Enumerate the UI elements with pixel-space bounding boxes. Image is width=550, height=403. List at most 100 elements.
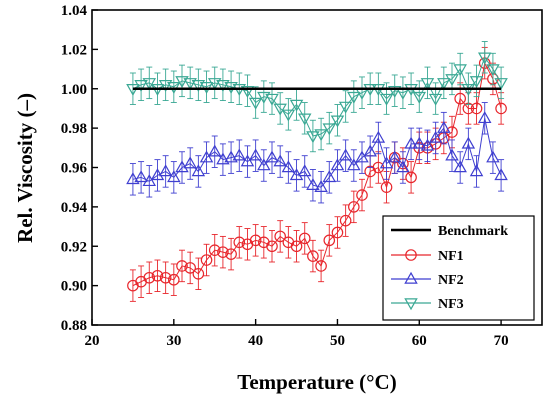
legend-nf1-marker (405, 249, 417, 261)
data-point (217, 246, 229, 258)
legend: Benchmark NF1 NF2 NF3 (382, 215, 535, 321)
data-point (469, 164, 484, 177)
data-point (158, 80, 173, 93)
data-point (184, 262, 196, 274)
y-tick-label: 0.88 (61, 318, 87, 334)
data-point (405, 171, 417, 184)
data-point (142, 78, 157, 91)
x-tick-label: 20 (85, 333, 100, 349)
data-point (233, 236, 246, 249)
data-point (143, 271, 156, 284)
data-point (207, 78, 222, 91)
data-point (191, 164, 206, 177)
data-point (412, 136, 427, 149)
x-tick-label: 50 (330, 333, 345, 349)
data-point (232, 148, 247, 161)
data-point (297, 164, 312, 177)
plot-area (126, 41, 508, 302)
data-point (224, 150, 238, 163)
data-point (470, 102, 483, 115)
data-point (445, 74, 459, 87)
data-point (322, 123, 337, 136)
data-point (126, 172, 140, 185)
data-point (265, 150, 279, 163)
data-point (240, 85, 255, 98)
data-point (461, 136, 476, 149)
data-point (134, 170, 148, 183)
data-point (281, 160, 296, 173)
data-point (330, 115, 345, 128)
axis-ticks: 20 30 40 50 60 70 0.88 0.90 0.92 0.94 0.96 0.98 1.00… (61, 3, 509, 349)
data-point (495, 102, 507, 115)
data-point (297, 113, 312, 126)
data-point (167, 170, 181, 183)
data-point (428, 93, 443, 106)
data-point (273, 103, 287, 116)
data-point (306, 131, 320, 144)
legend-nf3-marker (404, 298, 418, 311)
data-point (330, 158, 345, 171)
y-tick-label: 0.96 (61, 161, 88, 177)
y-tick-label: 1.00 (61, 82, 87, 98)
data-point (477, 111, 492, 124)
data-point (420, 78, 435, 91)
series-nf2 (126, 102, 508, 204)
data-point (257, 91, 271, 104)
y-tick-label: 0.90 (61, 279, 87, 295)
data-point (387, 85, 402, 98)
data-point (249, 234, 262, 247)
data-point (494, 78, 508, 91)
data-point (314, 129, 328, 142)
data-point (453, 64, 467, 77)
y-axis-title: Rel. Viscosity (–) (13, 93, 37, 243)
data-point (200, 254, 213, 266)
data-point (192, 268, 205, 280)
x-tick-label: 40 (248, 333, 263, 349)
data-point (151, 269, 164, 282)
data-point (469, 76, 484, 89)
data-point (199, 150, 214, 163)
data-point (158, 164, 173, 177)
data-point (248, 97, 263, 110)
data-point (176, 260, 188, 272)
data-point (412, 91, 427, 104)
data-point (331, 226, 344, 239)
data-point (216, 80, 230, 93)
data-point (314, 179, 328, 192)
data-point (387, 150, 402, 163)
data-point (477, 52, 492, 65)
data-point (307, 250, 319, 262)
data-point (355, 150, 369, 163)
data-point (240, 154, 255, 167)
data-point (453, 160, 467, 173)
data-point (428, 130, 443, 143)
data-point (404, 136, 418, 149)
data-point (265, 93, 279, 106)
data-point (454, 92, 466, 105)
data-point (323, 234, 336, 247)
data-point (208, 244, 221, 256)
data-point (274, 230, 286, 243)
data-point (338, 101, 353, 114)
y-tick-label: 1.04 (61, 3, 88, 19)
y-tick-label: 1.02 (61, 42, 87, 58)
data-point (347, 158, 361, 171)
data-point (363, 144, 377, 157)
data-point (257, 158, 271, 171)
data-point (356, 189, 368, 201)
x-tick-label: 60 (412, 333, 427, 349)
data-point (379, 156, 394, 169)
y-tick-label: 0.94 (61, 200, 88, 216)
data-point (486, 150, 500, 163)
x-axis-title: Temperature (°C) (237, 370, 396, 394)
data-point (266, 240, 278, 253)
data-point (494, 168, 508, 181)
data-point (322, 170, 337, 183)
y-tick-label: 0.92 (61, 239, 87, 255)
data-point (183, 156, 197, 169)
data-point (396, 160, 410, 173)
data-point (486, 64, 500, 77)
legend-nf3-label: NF3 (438, 297, 464, 312)
y-tick-label: 0.98 (61, 121, 87, 137)
data-point (142, 174, 157, 187)
